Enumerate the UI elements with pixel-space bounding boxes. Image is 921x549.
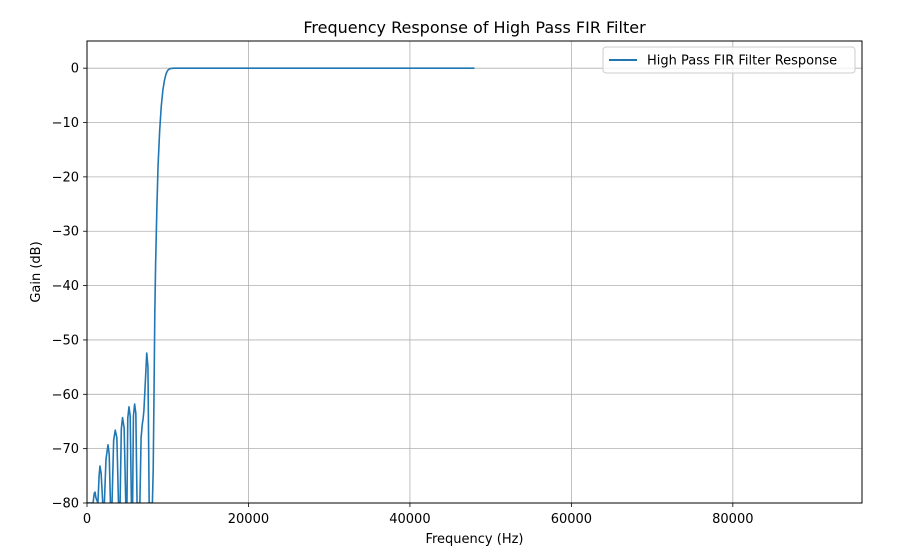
x-tick-label: 80000	[712, 512, 753, 527]
y-tick-label: 0	[71, 62, 79, 77]
y-axis-label: Gain (dB)	[29, 241, 44, 302]
x-tick-label: 0	[83, 512, 91, 527]
y-tick-label: −30	[52, 225, 79, 240]
y-tick-label: −50	[52, 333, 79, 348]
y-tick-label: −60	[52, 388, 79, 403]
x-tick-label: 40000	[389, 512, 430, 527]
legend-label: High Pass FIR Filter Response	[647, 54, 837, 69]
legend-box	[602, 46, 856, 74]
x-tick-label: 60000	[551, 512, 592, 527]
plot-frame	[86, 40, 863, 504]
x-axis-label: Frequency (Hz)	[425, 532, 523, 547]
y-tick-label: −80	[52, 497, 79, 512]
y-axis-ticks: 0 −10 −20 −30 −40 −50 −60 −70 −80	[52, 62, 87, 512]
y-tick-label: −10	[52, 116, 79, 131]
series-line	[87, 67, 475, 503]
x-tick-label: 20000	[228, 512, 269, 527]
y-tick-label: −70	[52, 442, 79, 457]
legend: High Pass FIR Filter Response	[602, 46, 856, 74]
x-axis-ticks: 0 20000 40000 60000 80000	[83, 503, 754, 527]
y-tick-label: −40	[52, 279, 79, 294]
chart-title: Frequency Response of High Pass FIR Filt…	[303, 18, 646, 37]
y-tick-label: −20	[52, 170, 79, 185]
plot-area	[87, 67, 475, 503]
